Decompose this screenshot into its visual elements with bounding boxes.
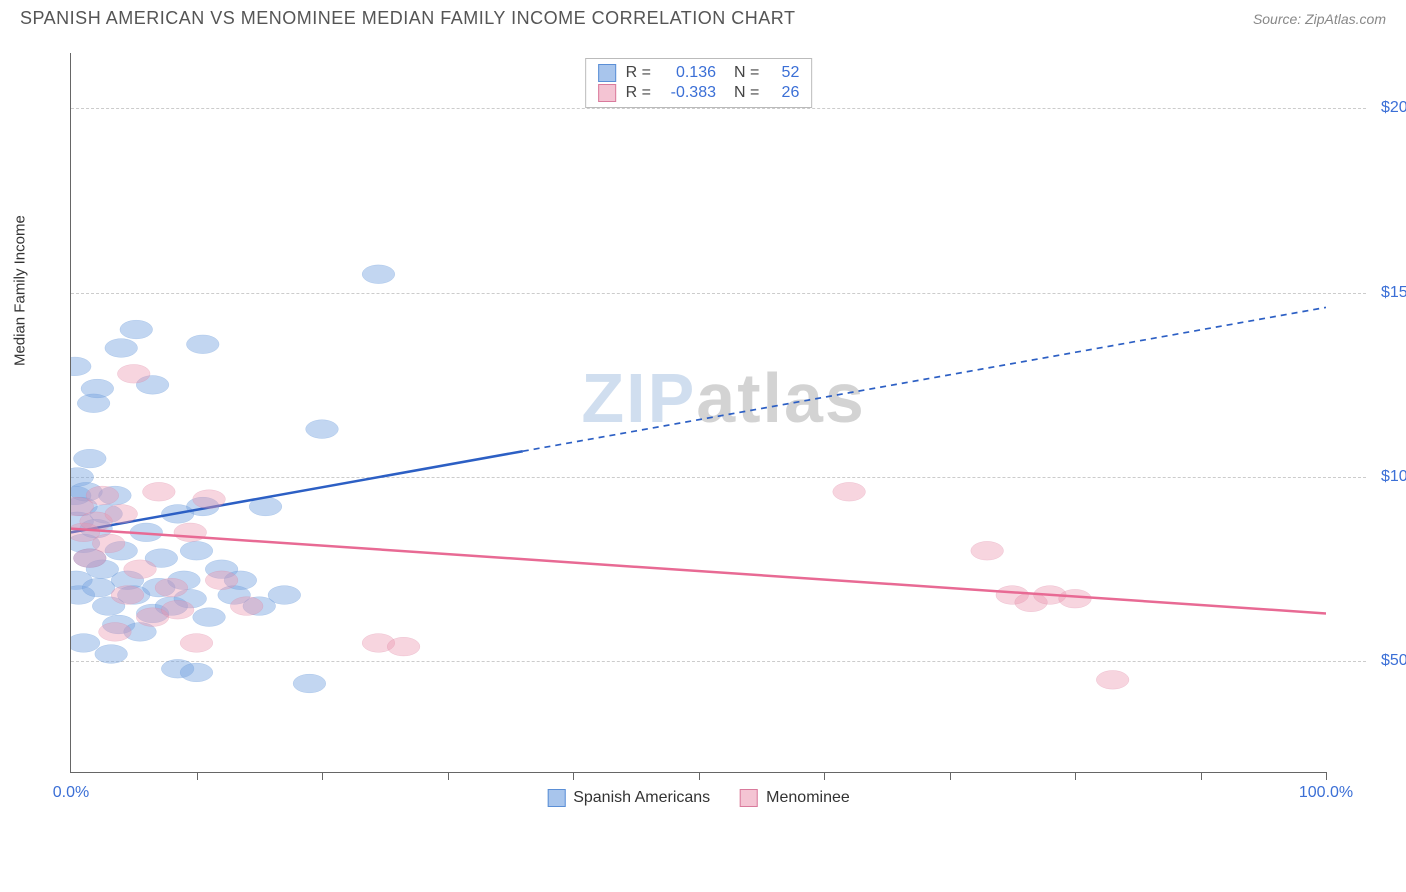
x-tick <box>699 772 700 780</box>
chart-title: SPANISH AMERICAN VS MENOMINEE MEDIAN FAM… <box>20 8 795 29</box>
data-point <box>293 674 326 693</box>
y-axis-label: Median Family Income <box>12 215 29 366</box>
data-point <box>1096 670 1129 689</box>
series-legend-item: Spanish Americans <box>547 789 710 807</box>
legend-row: R = -0.383 N = 26 <box>598 83 800 103</box>
x-axis-min-label: 0.0% <box>53 784 89 802</box>
x-tick <box>573 772 574 780</box>
data-point <box>74 449 107 468</box>
y-tick-label: $150,000 <box>1381 284 1406 302</box>
data-point <box>117 364 150 383</box>
legend-swatch-icon <box>547 789 565 807</box>
data-point <box>1059 589 1092 608</box>
data-point <box>99 623 132 642</box>
data-point <box>111 586 144 605</box>
x-tick <box>197 772 198 780</box>
data-point <box>174 523 207 542</box>
x-tick <box>322 772 323 780</box>
trend-line-extrapolated <box>523 307 1326 451</box>
legend-n-value: 52 <box>769 64 799 82</box>
data-point <box>105 505 138 524</box>
trend-line <box>71 451 523 532</box>
x-axis-max-label: 100.0% <box>1299 784 1353 802</box>
data-point <box>230 597 263 616</box>
series-legend: Spanish Americans Menominee <box>547 789 850 807</box>
x-tick <box>824 772 825 780</box>
source-attribution: Source: ZipAtlas.com <box>1253 11 1386 27</box>
data-point <box>105 339 138 358</box>
data-point <box>268 586 301 605</box>
x-tick <box>1075 772 1076 780</box>
data-point <box>71 357 91 376</box>
data-point <box>971 541 1004 560</box>
legend-swatch-icon <box>598 84 616 102</box>
data-point <box>205 571 238 590</box>
data-point <box>180 634 213 653</box>
plot-area: ZIPatlas R =0.136N =52R =-0.383N =26 Spa… <box>70 53 1326 773</box>
legend-r-label: R = <box>626 64 651 82</box>
data-point <box>193 490 226 509</box>
data-point <box>155 578 188 597</box>
legend-r-label: R = <box>626 84 651 102</box>
y-tick-label: $200,000 <box>1381 99 1406 117</box>
chart-container: Median Family Income ZIPatlas R =0.136N … <box>50 33 1386 833</box>
data-point <box>143 482 176 501</box>
y-tick-label: $50,000 <box>1381 652 1406 670</box>
data-point <box>306 420 339 439</box>
data-point <box>193 608 226 627</box>
y-tick-label: $100,000 <box>1381 468 1406 486</box>
data-point <box>186 335 219 354</box>
series-label: Spanish Americans <box>573 789 710 807</box>
data-point <box>180 541 213 560</box>
data-point <box>161 600 194 619</box>
correlation-legend: R = 0.136 N = 52 R = -0.383 N = 26 <box>585 58 813 108</box>
x-tick <box>950 772 951 780</box>
x-tick <box>1326 772 1327 780</box>
data-point <box>82 578 115 597</box>
x-tick <box>448 772 449 780</box>
x-tick <box>1201 772 1202 780</box>
legend-swatch-icon <box>740 789 758 807</box>
legend-r-value: -0.383 <box>661 84 716 102</box>
data-point <box>86 486 119 505</box>
legend-r-value: 0.136 <box>661 64 716 82</box>
series-label: Menominee <box>766 789 850 807</box>
scatter-plot-svg <box>71 53 1326 772</box>
legend-swatch-icon <box>598 64 616 82</box>
data-point <box>362 265 395 284</box>
data-point <box>833 482 866 501</box>
data-point <box>124 560 157 579</box>
data-point <box>95 645 128 664</box>
data-point <box>387 637 420 656</box>
data-point <box>92 534 125 553</box>
legend-n-label: N = <box>734 64 759 82</box>
legend-n-value: 26 <box>769 84 799 102</box>
legend-n-label: N = <box>734 84 759 102</box>
data-point <box>81 379 114 398</box>
data-point <box>120 320 153 339</box>
series-legend-item: Menominee <box>740 789 850 807</box>
data-point <box>71 634 100 653</box>
legend-row: R = 0.136 N = 52 <box>598 63 800 83</box>
data-point <box>180 663 213 682</box>
